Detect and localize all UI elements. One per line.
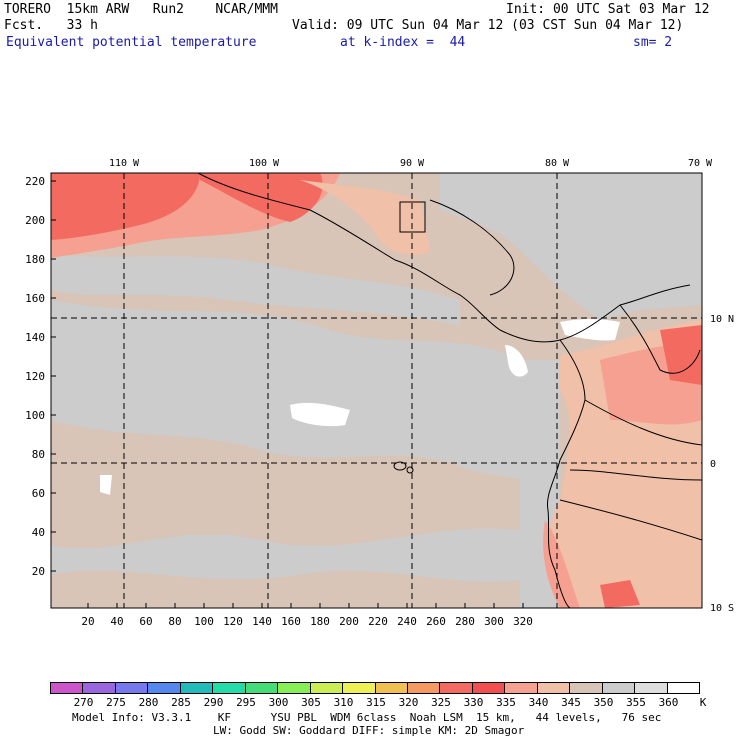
colorbar-label: 340: [528, 696, 549, 709]
latitude-label: 0: [710, 459, 716, 470]
left-axis-label: 140: [25, 331, 45, 344]
latitude-label: 10 N: [710, 314, 734, 325]
header-model-run: TORERO 15km ARW Run2 NCAR/MMM: [4, 2, 278, 17]
longitude-labels: 110 W 100 W 90 W 80 W 70 W: [109, 158, 713, 169]
colorbar-label: 295: [236, 696, 256, 709]
colorbar-label: 360: [658, 696, 679, 709]
colorbar-swatch: [407, 683, 441, 693]
colorbar-swatch: [505, 683, 538, 693]
colorbar-swatch: [667, 683, 700, 693]
left-axis-label: 80: [32, 448, 45, 461]
bottom-axis: 20 40 60 80 100 120 140 160 180 200 220 240 260 280 30…: [81, 603, 533, 628]
bottom-axis-label: 240: [397, 615, 417, 628]
colorbar-label: 310: [333, 696, 354, 709]
left-axis-label: 160: [25, 292, 45, 305]
longitude-label: 100 W: [249, 158, 280, 169]
theta-e-map: 220 200 180 160 140 120 100 80 60 40 20 20 40 60 80 10…: [25, 158, 734, 628]
bottom-axis-label: 40: [110, 615, 123, 628]
colorbar-label: 325: [431, 696, 451, 709]
colorbar-swatch: [472, 683, 506, 693]
bottom-axis-label: 60: [139, 615, 152, 628]
longitude-label: 80 W: [545, 158, 570, 169]
graticule: [51, 173, 702, 608]
colorbar-swatch: [570, 683, 603, 693]
colorbar-unit: K: [699, 696, 707, 709]
colorbar-swatch: [180, 683, 214, 693]
bottom-axis-label: 100: [194, 615, 214, 628]
colorbar-label: 345: [561, 696, 581, 709]
colorbar-swatch: [635, 683, 668, 693]
colorbar-label: 305: [301, 696, 321, 709]
colorbar-swatch: [310, 683, 344, 693]
colorbar-label: 300: [268, 696, 289, 709]
latitude-label: 10 S: [710, 603, 734, 614]
coastlines: [197, 173, 702, 608]
latitude-labels: 10 N 0 10 S: [710, 314, 734, 614]
left-axis-label: 180: [25, 253, 45, 266]
left-axis-label: 40: [32, 526, 45, 539]
header-init-time: Init: 00 UTC Sat 03 Mar 12: [506, 2, 710, 17]
bottom-axis-label: 200: [339, 615, 359, 628]
bottom-axis-label: 320: [513, 615, 533, 628]
colorbar-swatch: [115, 683, 149, 693]
colorbar-label: 275: [106, 696, 126, 709]
header-smoothing: sm= 2: [633, 35, 673, 50]
colorbar-swatch: [602, 683, 636, 693]
bottom-axis-label: 220: [368, 615, 388, 628]
colorbar-swatch: [278, 683, 311, 693]
colorbar-label: 315: [366, 696, 386, 709]
colorbar-label: 330: [463, 696, 484, 709]
colorbar-label: 335: [496, 696, 516, 709]
colorbar-label: 280: [138, 696, 159, 709]
longitude-label: 70 W: [688, 158, 713, 169]
colorbar-label: 270: [73, 696, 94, 709]
bottom-axis-label: 140: [252, 615, 272, 628]
footer-model-info: Model Info: V3.3.1 KF YSU PBL WDM 6class…: [72, 711, 662, 724]
colorbar-label: 350: [593, 696, 614, 709]
colorbar-label: 285: [171, 696, 191, 709]
header-field-name: Equivalent potential temperature: [6, 35, 257, 50]
left-axis: 220 200 180 160 140 120 100 80 60 40 20: [25, 175, 56, 578]
colorbar-swatch: [375, 683, 408, 693]
bottom-axis-label: 280: [455, 615, 475, 628]
left-axis-label: 100: [25, 409, 45, 422]
bottom-axis-label: 300: [484, 615, 504, 628]
field-shading: [51, 173, 702, 608]
bottom-axis-label: 120: [223, 615, 243, 628]
header-valid-time: Valid: 09 UTC Sun 04 Mar 12 (03 CST Sun …: [292, 18, 684, 33]
bottom-axis-label: 160: [281, 615, 301, 628]
bottom-axis-label: 80: [168, 615, 181, 628]
bottom-axis-label: 180: [310, 615, 330, 628]
colorbar-swatch: [213, 683, 246, 693]
colorbar-swatch: [148, 683, 181, 693]
colorbar-swatch: [440, 683, 473, 693]
colorbar-swatch: [83, 683, 116, 693]
header-forecast-hour: Fcst. 33 h: [4, 18, 98, 33]
bottom-axis-label: 260: [426, 615, 446, 628]
colorbar: [50, 682, 700, 694]
header-level: at k-index = 44: [340, 35, 466, 50]
colorbar-swatch: [51, 683, 84, 693]
left-axis-label: 200: [25, 214, 45, 227]
colorbar-label: 290: [203, 696, 224, 709]
colorbar-swatch: [343, 683, 376, 693]
left-axis-label: 20: [32, 565, 45, 578]
left-axis-label: 220: [25, 175, 45, 188]
bottom-axis-label: 20: [81, 615, 94, 628]
colorbar-label: 320: [398, 696, 419, 709]
colorbar-label: 355: [626, 696, 646, 709]
longitude-label: 90 W: [400, 158, 425, 169]
longitude-label: 110 W: [109, 158, 140, 169]
colorbar-swatch: [537, 683, 571, 693]
map-frame: [50, 172, 703, 609]
left-axis-label: 120: [25, 370, 45, 383]
colorbar-swatch: [245, 683, 279, 693]
footer-physics-info: LW: Godd SW: Goddard DIFF: simple KM: 2D…: [213, 724, 525, 737]
left-axis-label: 60: [32, 487, 45, 500]
